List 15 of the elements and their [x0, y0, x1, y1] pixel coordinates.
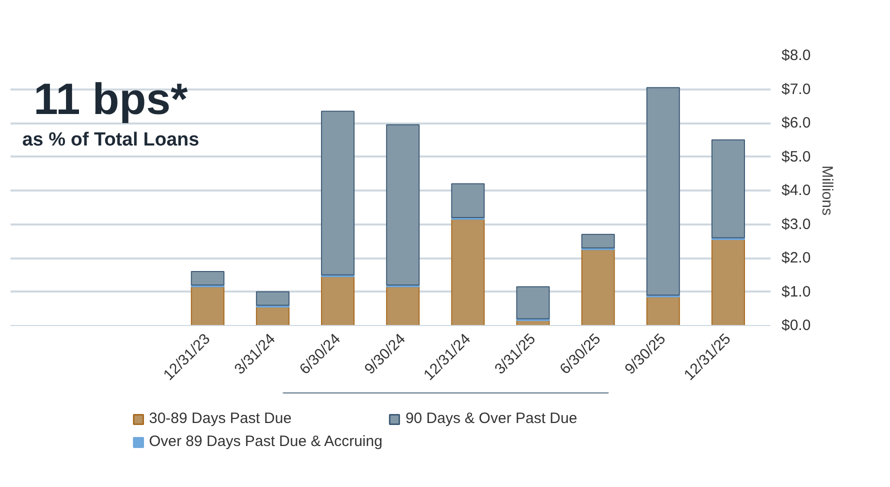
legend-label: Over 89 Days Past Due & Accruing	[149, 433, 382, 450]
y-tick-label: $2.0	[782, 250, 811, 266]
legend-label: 90 Days & Over Past Due	[405, 410, 578, 427]
y-tick-label: $5.0	[782, 148, 811, 166]
y-tick-label: $7.0	[782, 80, 811, 98]
y-tick-label: $1.0	[782, 283, 811, 300]
y-tick-label: $0.0	[782, 317, 811, 334]
y-tick-label: $6.0	[782, 114, 811, 132]
y-tick-label: $3.0	[782, 216, 811, 233]
annotation: 11 bps*	[34, 74, 189, 124]
annotation: as % of Total Loans	[22, 129, 200, 150]
y-tick-label: $4.0	[782, 182, 811, 199]
y-axis-title: Millions	[818, 165, 836, 216]
legend-label: 30-89 Days Past Due	[149, 410, 292, 427]
y-tick-label: $8.0	[782, 47, 811, 64]
